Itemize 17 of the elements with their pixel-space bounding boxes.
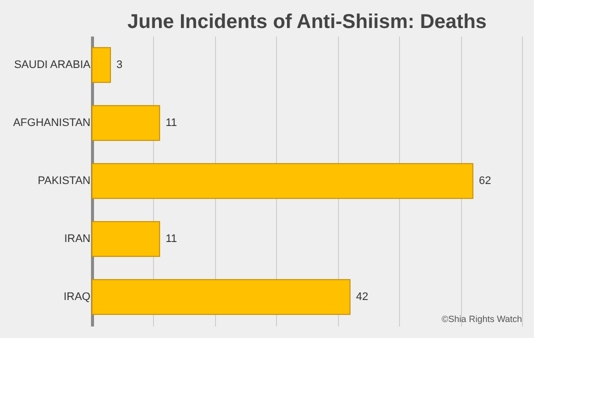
y-tick-label: SAUDI ARABIA — [14, 59, 92, 71]
y-tick-label: IRAQ — [64, 291, 91, 303]
y-tick-label: AFGHANISTAN — [13, 117, 91, 129]
bar — [92, 47, 111, 83]
y-tick-label: IRAN — [64, 233, 91, 245]
bar — [92, 221, 160, 257]
y-tick-label: PAKISTAN — [38, 175, 91, 187]
data-label: 42 — [356, 291, 368, 303]
annotation: ©Shia Rights Watch — [442, 314, 522, 324]
chart-title: June Incidents of Anti-Shiism: Deaths — [127, 11, 487, 33]
bar — [92, 279, 350, 315]
data-label: 3 — [116, 59, 123, 71]
data-label: 11 — [166, 117, 177, 129]
bar — [92, 163, 474, 199]
bar — [92, 105, 160, 141]
data-label: 62 — [478, 175, 492, 187]
data-label: 11 — [166, 233, 177, 245]
